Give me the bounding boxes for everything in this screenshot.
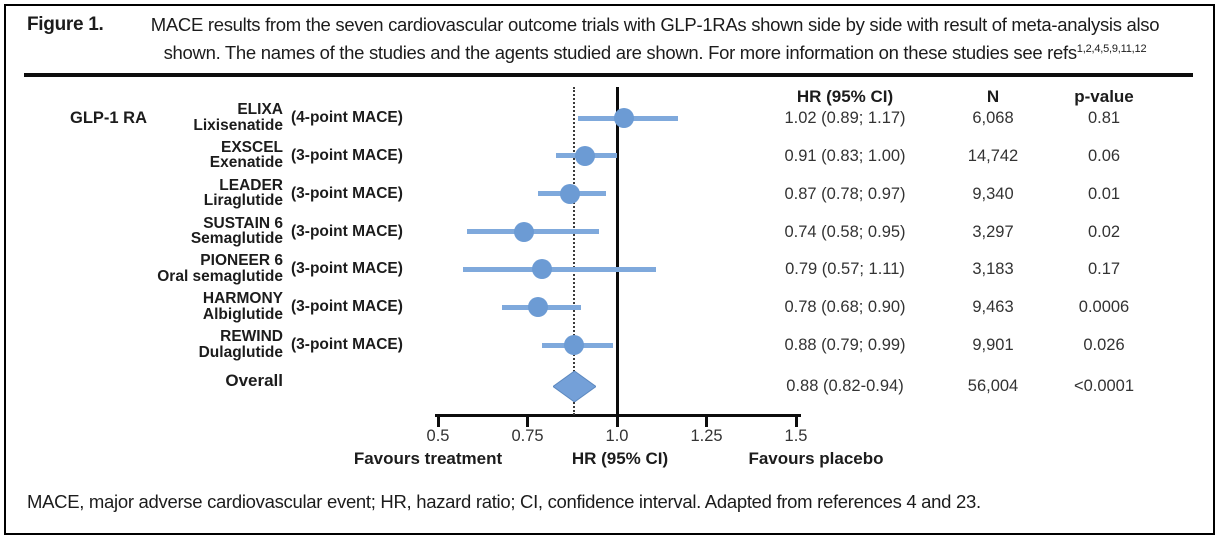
- axis-tick-label-0.75: 0.75: [511, 427, 544, 445]
- figure-border: [4, 4, 1215, 535]
- axis-tick-label-1.25: 1.25: [690, 427, 723, 445]
- hr-marker-rewind: [564, 335, 585, 356]
- overall-row-label: Overall: [225, 371, 283, 390]
- figure-number-label: Figure 1.: [27, 14, 104, 35]
- n-value-exscel: 14,742: [967, 146, 1019, 165]
- n-value-harmony: 9,463: [972, 298, 1014, 317]
- figure-footnote: MACE, major adverse cardiovascular event…: [27, 491, 981, 512]
- hr-marker-pioneer-6: [531, 259, 552, 280]
- caption-reference-superscript: 1,2,4,5,9,11,12: [1076, 43, 1147, 55]
- mace-type-label-rewind: (3-point MACE): [291, 336, 403, 354]
- overall-n-value: 56,004: [967, 377, 1019, 395]
- hr-marker-sustain-6: [513, 221, 534, 242]
- mace-type-label-elixa: (4-point MACE): [291, 109, 403, 126]
- mace-type-label-harmony: (3-point MACE): [291, 298, 403, 316]
- axis-tick-label-1.5: 1.5: [784, 427, 808, 445]
- p-value-sustain-6: 0.02: [1087, 222, 1121, 241]
- mace-type-label-exscel: (3-point MACE): [291, 146, 403, 164]
- study-label-exscel: EXSCEL Exenatide: [209, 138, 283, 172]
- hr-ci-value-elixa: 1.02 (0.89; 1.17): [784, 109, 906, 127]
- axis-tick-0.75: [526, 414, 529, 427]
- axis-tick-1.5: [794, 414, 798, 427]
- hr-marker-exscel: [574, 145, 595, 166]
- figure-caption: Figure 1. MACE results from the seven ca…: [27, 12, 1193, 65]
- caption-line-1: MACE results from the seven cardiovascul…: [150, 14, 1160, 35]
- axis-tick-0.5: [436, 414, 440, 427]
- p-value-leader: 0.01: [1087, 184, 1121, 203]
- n-value-rewind: 9,901: [972, 336, 1014, 355]
- study-label-sustain-6: SUSTAIN 6 Semaglutide: [190, 214, 283, 248]
- axis-tick-1.0: [615, 414, 619, 427]
- study-label-pioneer-6: PIONEER 6 Oral semaglutide: [157, 252, 283, 285]
- p-value-exscel: 0.06: [1087, 146, 1121, 165]
- caption-line-2: shown. The names of the studies and the …: [163, 42, 1147, 64]
- axis-tick-1.25: [705, 414, 708, 427]
- x-axis-title: HR (95% CI): [571, 449, 669, 468]
- mace-type-label-leader: (3-point MACE): [291, 184, 403, 202]
- overall-p-value: <0.0001: [1073, 377, 1135, 395]
- hr-marker-elixa: [614, 108, 635, 128]
- axis-tick-label-0.5: 0.5: [426, 427, 450, 445]
- p-value-pioneer-6: 0.17: [1087, 260, 1121, 279]
- study-label-elixa: ELIXA Lixisenatide: [193, 101, 283, 134]
- favours-placebo-label: Favours placebo: [748, 449, 884, 468]
- axis-tick-label-1.0: 1.0: [605, 427, 629, 445]
- column-header-n: N: [986, 87, 1000, 106]
- study-label-leader: LEADER Liraglutide: [203, 176, 283, 210]
- overall-estimate-dotted-line: [573, 87, 576, 415]
- n-value-sustain-6: 3,297: [972, 222, 1014, 241]
- study-label-harmony: HARMONY Albiglutide: [202, 290, 283, 323]
- hr-ci-value-sustain-6: 0.74 (0.58; 0.95): [784, 222, 906, 241]
- p-value-elixa: 0.81: [1087, 109, 1121, 127]
- p-value-rewind: 0.026: [1083, 336, 1125, 355]
- reference-line-hr-1: [615, 87, 619, 417]
- study-label-rewind: REWIND Dulaglutide: [198, 328, 283, 361]
- ci-line-pioneer-6: [463, 266, 657, 272]
- hr-ci-value-exscel: 0.91 (0.83; 1.00): [784, 146, 906, 165]
- hr-marker-harmony: [528, 297, 549, 318]
- hr-ci-value-leader: 0.87 (0.78; 0.97): [784, 184, 906, 203]
- n-value-pioneer-6: 3,183: [972, 260, 1014, 279]
- n-value-elixa: 6,068: [972, 109, 1014, 127]
- hr-marker-leader: [560, 183, 581, 204]
- hr-ci-value-pioneer-6: 0.79 (0.57; 1.11): [785, 260, 905, 279]
- group-label-glp1ra: GLP-1 RA: [70, 109, 148, 127]
- column-header-p-value: p-value: [1074, 87, 1134, 106]
- title-divider-rule: [24, 73, 1193, 77]
- favours-treatment-label: Favours treatment: [353, 449, 503, 468]
- mace-type-label-sustain-6: (3-point MACE): [291, 222, 403, 240]
- column-header-hr-ci: HR (95% CI): [796, 87, 894, 106]
- n-value-leader: 9,340: [972, 184, 1014, 203]
- mace-type-label-pioneer-6: (3-point MACE): [291, 260, 403, 278]
- overall-diamond: [552, 370, 596, 402]
- hr-ci-value-harmony: 0.78 (0.68; 0.90): [784, 298, 906, 317]
- p-value-harmony: 0.0006: [1078, 298, 1130, 317]
- hr-ci-value-rewind: 0.88 (0.79; 0.99): [784, 336, 906, 355]
- overall-hr-ci-value: 0.88 (0.82-0.94): [786, 377, 904, 395]
